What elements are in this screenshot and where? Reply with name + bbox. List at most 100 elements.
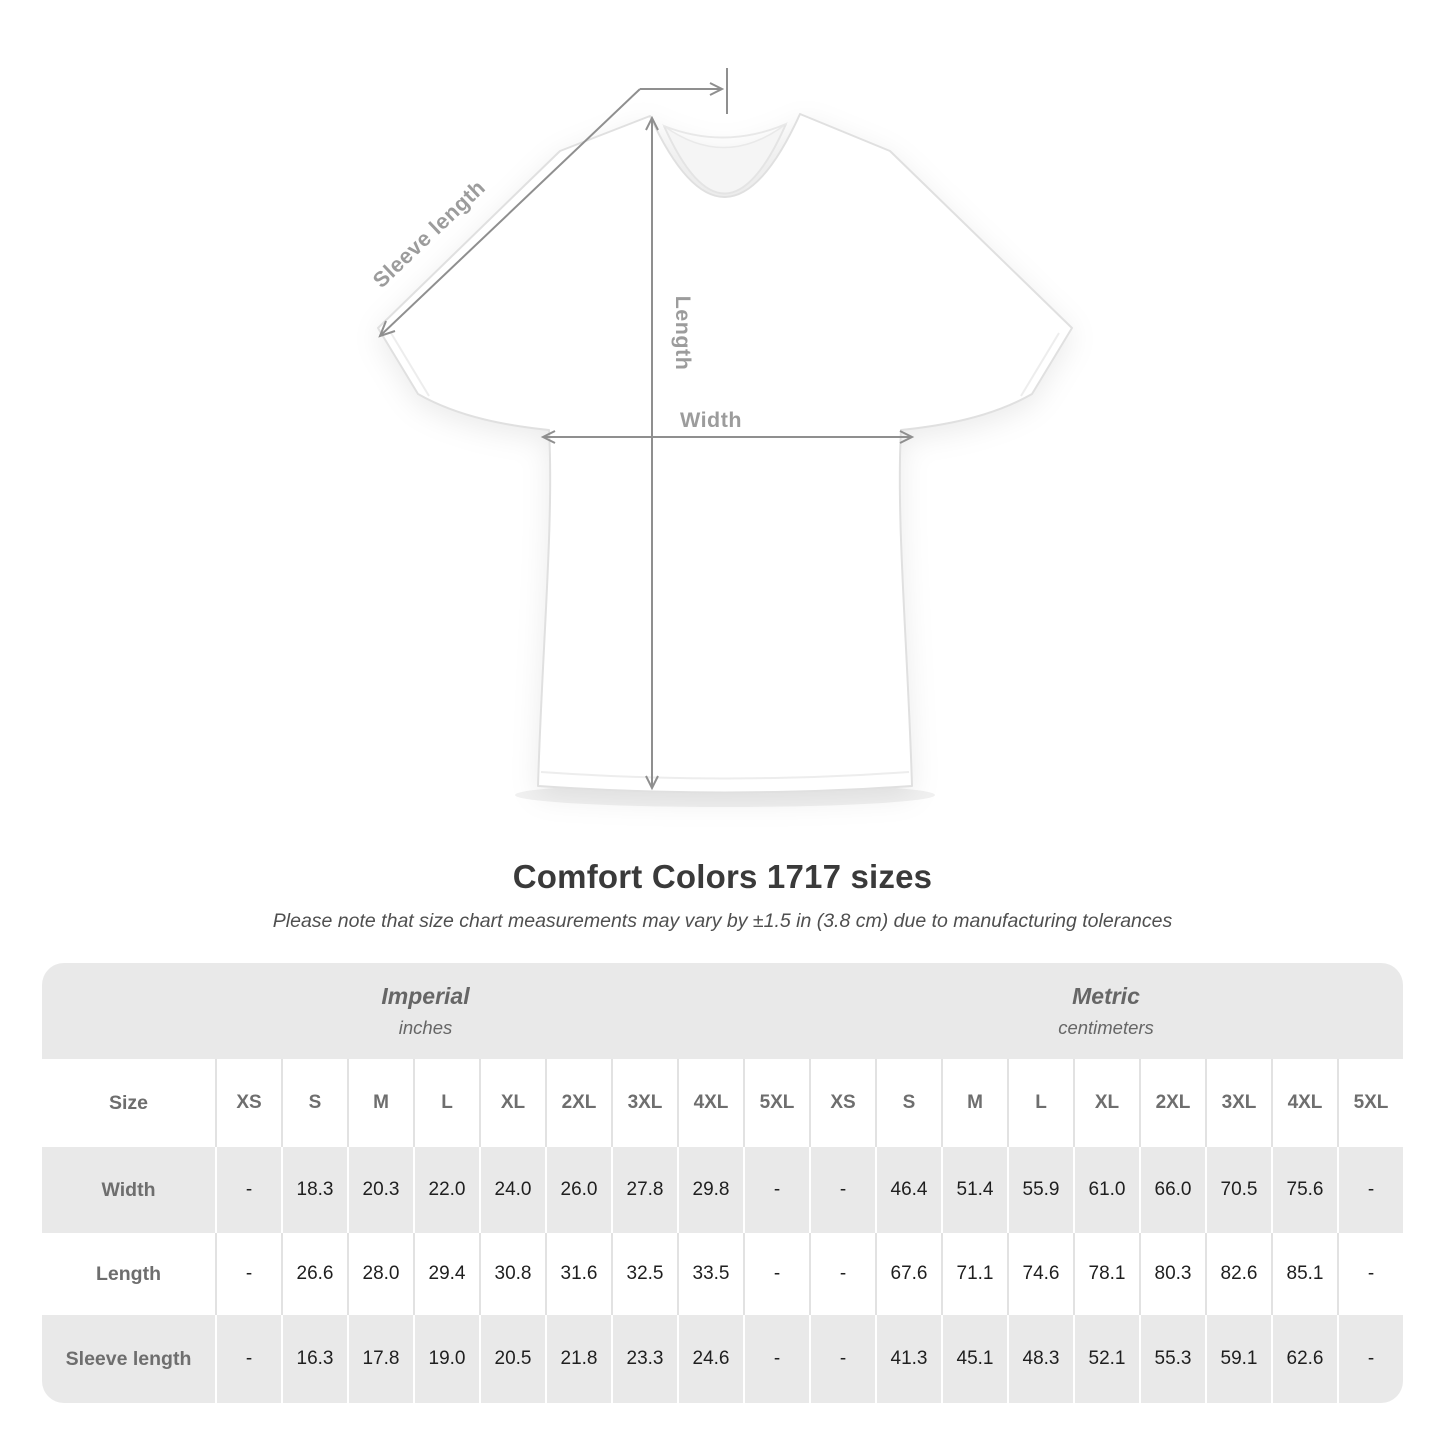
value-cell: 32.5 [611,1233,677,1315]
value-cell: 20.3 [347,1147,413,1233]
value-cell: 29.8 [677,1147,743,1233]
size-table: Imperial inches Metric centimeters Size … [42,963,1403,1403]
value-cell: 75.6 [1271,1147,1337,1233]
tshirt-diagram-svg: Sleeve length Length Width [368,68,1073,807]
col-header-cell: 4XL [1271,1059,1337,1147]
width-right-arrowhead [899,430,915,444]
value-cell: 70.5 [1205,1147,1271,1233]
tolerance-note: Please note that size chart measurements… [272,910,1173,932]
value-cell: 16.3 [281,1315,347,1403]
value-cell: - [215,1147,281,1233]
imperial-subtitle: inches [398,1017,453,1038]
value-cell: - [743,1233,809,1315]
length-bottom-arrowhead [645,775,659,791]
col-header-cell: S [875,1059,941,1147]
col-header-cell: L [413,1059,479,1147]
value-cell: 41.3 [875,1315,941,1403]
value-cell: 55.3 [1139,1315,1205,1403]
col-header-cell: XL [1073,1059,1139,1147]
value-cell: - [809,1147,875,1233]
value-cell: 80.3 [1139,1233,1205,1315]
col-header-cell: M [941,1059,1007,1147]
value-cell: 74.6 [1007,1233,1073,1315]
tshirt-illustration [377,113,1073,794]
value-cell: 67.6 [875,1233,941,1315]
collar-rib-edge [663,123,787,195]
col-header-cell: L [1007,1059,1073,1147]
value-cell: 55.9 [1007,1147,1073,1233]
value-cell: 29.4 [413,1233,479,1315]
value-cell: - [215,1315,281,1403]
row-label: Sleeve length [65,1347,192,1370]
sleeve-arrowhead [378,320,396,338]
value-cell: 52.1 [1073,1315,1139,1403]
col-header-cell: XS [809,1059,875,1147]
collar-back-seam [663,123,787,139]
length-label: Length [671,296,695,371]
col-header-cell: XS [215,1059,281,1147]
metric-subtitle: centimeters [1058,1017,1154,1038]
col-header-cell: 2XL [545,1059,611,1147]
col-header-cell: 4XL [677,1059,743,1147]
value-cell: 78.1 [1073,1233,1139,1315]
width-row: Width - 18.3 20.3 22.0 24.0 26.0 27.8 29… [42,1147,1403,1233]
value-cell: 26.6 [281,1233,347,1315]
col-header-cell: 2XL [1139,1059,1205,1147]
value-cell: 27.8 [611,1147,677,1233]
col-header-cell: XL [479,1059,545,1147]
sleeve-measure-line [379,88,641,337]
value-cell: 85.1 [1271,1233,1337,1315]
size-header-row: Size XS S M L XL 2XL 3XL 4XL 5XL XS S M … [42,1059,1403,1147]
value-cell: 71.1 [941,1233,1007,1315]
value-cell: - [215,1233,281,1315]
value-cell: 33.5 [677,1233,743,1315]
value-cell: 24.6 [677,1315,743,1403]
unit-group-band: Imperial inches Metric centimeters [42,963,1403,1059]
value-cell: 51.4 [941,1147,1007,1233]
value-cell: 30.8 [479,1233,545,1315]
measurement-lines [378,68,915,791]
imperial-title: Imperial [381,983,470,1009]
imperial-group-header: Imperial inches [42,963,809,1059]
value-cell: 46.4 [875,1147,941,1233]
tshirt-body-shape [377,113,1073,794]
col-header-cell: 5XL [1337,1059,1403,1147]
value-cell: - [1337,1233,1403,1315]
value-cell: 61.0 [1073,1147,1139,1233]
value-cell: - [1337,1315,1403,1403]
size-column-header: Size [108,1091,149,1114]
value-cell: - [743,1147,809,1233]
value-cell: - [1337,1147,1403,1233]
page-title: Comfort Colors 1717 sizes [512,858,933,895]
metric-title: Metric [1072,983,1140,1009]
value-cell: - [809,1233,875,1315]
value-cell: - [743,1315,809,1403]
width-label: Width [680,408,742,432]
value-cell: 31.6 [545,1233,611,1315]
length-top-arrowhead [645,115,659,131]
right-sleeve-hem [1020,332,1060,397]
value-cell: 28.0 [347,1233,413,1315]
value-cell: 59.1 [1205,1315,1271,1403]
value-cell: 82.6 [1205,1233,1271,1315]
col-header-cell: S [281,1059,347,1147]
value-cell: 48.3 [1007,1315,1073,1403]
col-header-cell: 5XL [743,1059,809,1147]
sleeve-length-row: Sleeve length - 16.3 17.8 19.0 20.5 21.8… [42,1315,1403,1403]
value-cell: 21.8 [545,1315,611,1403]
col-header-cell: 3XL [1205,1059,1271,1147]
value-cell: 19.0 [413,1315,479,1403]
neck-arrowhead [709,82,725,96]
value-cell: 66.0 [1139,1147,1205,1233]
col-header-cell: 3XL [611,1059,677,1147]
length-row: Length - 26.6 28.0 29.4 30.8 31.6 32.5 3… [42,1233,1403,1315]
value-cell: 45.1 [941,1315,1007,1403]
tshirt-measurement-diagram: Sleeve length Length Width [368,68,1073,807]
value-cell: 20.5 [479,1315,545,1403]
value-cell: 17.8 [347,1315,413,1403]
row-label: Width [101,1178,156,1201]
value-cell: 23.3 [611,1315,677,1403]
bottom-hem-stitch [540,771,910,780]
left-sleeve-hem [390,332,430,397]
row-label: Length [96,1262,161,1285]
